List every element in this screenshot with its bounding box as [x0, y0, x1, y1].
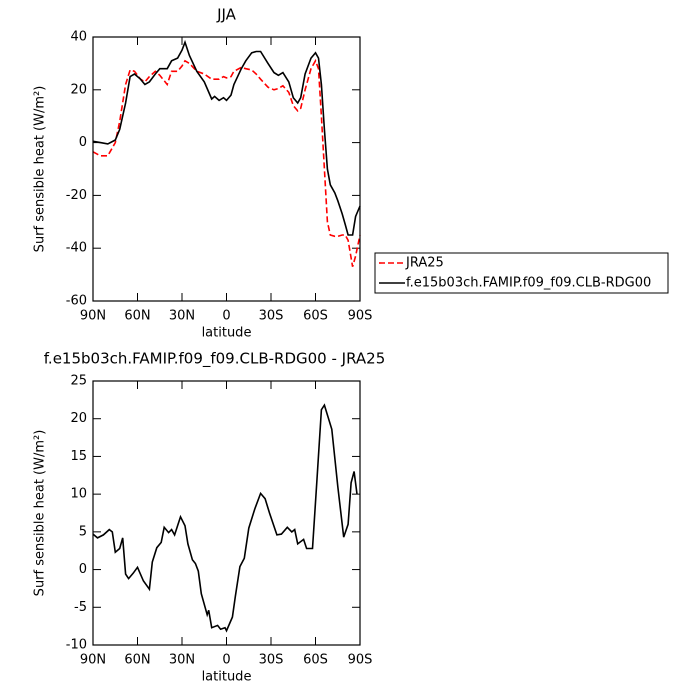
- y-tick-label: 5: [79, 524, 87, 539]
- x-tick-label: 90N: [80, 309, 106, 324]
- y-tick-label: 0: [79, 135, 87, 150]
- x-tick-label: 30N: [169, 653, 195, 668]
- y-tick-label: -40: [66, 241, 87, 256]
- x-tick-label: 90S: [348, 653, 373, 668]
- legend-label: f.e15b03ch.FAMIP.f09_f09.CLB-RDG00: [406, 276, 651, 291]
- x-tick-label: 0: [222, 309, 230, 324]
- y-tick-label: 20: [70, 82, 87, 97]
- y-axis-label: Surf sensible heat (W/m²): [33, 430, 48, 597]
- x-tick-label: 0: [222, 653, 230, 668]
- x-tick-label: 60N: [124, 309, 150, 324]
- legend-label: JRA25: [405, 256, 444, 271]
- y-tick-label: 20: [70, 411, 87, 426]
- y-tick-label: 0: [79, 562, 87, 577]
- chart-title: JJA: [216, 6, 237, 24]
- y-tick-label: 10: [70, 487, 87, 502]
- legend-box: [374, 252, 669, 294]
- x-tick-label: 90S: [348, 309, 373, 324]
- y-tick-label: -10: [66, 638, 87, 653]
- y-tick-label: -20: [66, 188, 87, 203]
- y-tick-label: -60: [66, 294, 87, 309]
- plot-frame: [92, 36, 361, 302]
- x-tick-label: 60S: [303, 309, 328, 324]
- data-line: [92, 58, 361, 267]
- x-axis-label: latitude: [202, 670, 252, 685]
- y-tick-label: 40: [70, 30, 87, 45]
- x-tick-label: 30N: [169, 309, 195, 324]
- y-tick-label: 15: [70, 449, 87, 464]
- plot-frame: [92, 380, 361, 646]
- x-tick-label: 60N: [124, 653, 150, 668]
- data-line: [92, 403, 358, 633]
- data-line: [92, 39, 361, 236]
- y-tick-label: 25: [70, 374, 87, 389]
- y-tick-label: -5: [74, 600, 87, 615]
- x-tick-label: 60S: [303, 653, 328, 668]
- x-tick-label: 30S: [259, 309, 284, 324]
- y-axis-label: Surf sensible heat (W/m²): [33, 86, 48, 253]
- x-axis-label: latitude: [202, 326, 252, 341]
- chart-title: f.e15b03ch.FAMIP.f09_f09.CLB-RDG00 - JRA…: [44, 350, 386, 369]
- x-tick-label: 30S: [259, 653, 284, 668]
- x-tick-label: 90N: [80, 653, 106, 668]
